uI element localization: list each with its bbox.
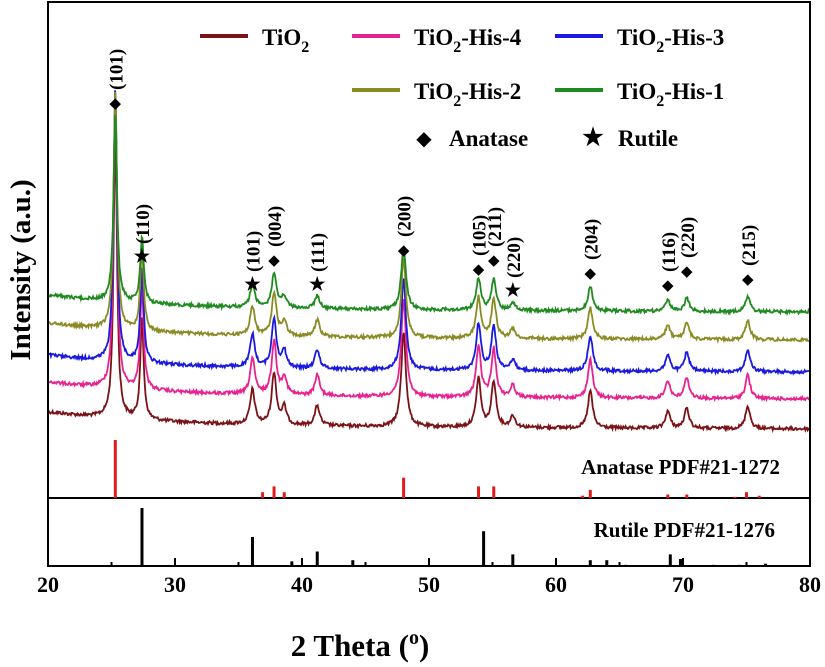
peak-hkl-label-4: (111) xyxy=(308,233,329,272)
anatase-ref-label: Anatase PDF#21-1272 xyxy=(581,455,780,479)
phase-legend-symbol-0: ◆ xyxy=(416,128,432,150)
peak-hkl-label-9: (204) xyxy=(581,219,602,260)
peak-hkl-label-6: (105) xyxy=(470,215,491,256)
peak-hkl-label-11: (220) xyxy=(678,217,699,258)
x-tick-label-0: 20 xyxy=(37,572,59,597)
y-axis-label: Intensity (a.u.) xyxy=(5,179,37,360)
peak-hkl-label-2: (101) xyxy=(243,231,264,272)
peak-symbol-1: ★ xyxy=(134,246,151,266)
peak-symbol-6: ◆ xyxy=(473,262,485,278)
peak-symbol-11: ◆ xyxy=(681,264,693,280)
reference-patterns-group: Anatase PDF#21-1272 Rutile PDF#21-1276 xyxy=(48,440,810,566)
series-line-4 xyxy=(47,115,811,317)
legend-label-4: TiO2-His-1 xyxy=(617,79,724,110)
peak-symbol-12: ◆ xyxy=(742,272,754,288)
series-line-0 xyxy=(47,134,810,434)
series-line-2 xyxy=(47,90,810,376)
peak-hkl-label-5: (200) xyxy=(395,196,416,237)
peak-symbol-7: ◆ xyxy=(488,253,500,269)
peak-symbol-9: ◆ xyxy=(585,266,597,282)
peak-hkl-label-7: (211) xyxy=(485,207,506,247)
series-line-3 xyxy=(47,91,810,344)
phase-legend-label-1: Rutile xyxy=(618,126,678,151)
peak-symbol-4: ★ xyxy=(309,274,326,294)
peak-symbol-5: ◆ xyxy=(398,243,410,259)
axes-group: 20 30 40 50 60 70 80 2 Theta (o) Intensity (a.u.… xyxy=(5,1,821,663)
xrd-series-group xyxy=(47,90,811,434)
legend-label-1: TiO2-His-4 xyxy=(414,25,522,56)
x-axis-label: 2 Theta (o) xyxy=(291,627,430,663)
rutile-ref-label: Rutile PDF#21-1276 xyxy=(594,518,775,542)
x-tick-label-5: 70 xyxy=(672,572,694,597)
peak-hkl-label-12: (215) xyxy=(739,225,760,266)
peak-hkl-label-8: (220) xyxy=(504,237,525,278)
x-tick-label-1: 30 xyxy=(164,572,186,597)
series-line-1 xyxy=(47,91,810,403)
peak-symbol-0: ◆ xyxy=(110,96,122,112)
x-tick-label-2: 40 xyxy=(291,572,313,597)
legend-label-3: TiO2-His-2 xyxy=(414,79,521,110)
x-tick-label-4: 60 xyxy=(545,572,567,597)
peak-labels-group: ◆(101)★(110)★(101) ◆(004)★(111) ◆(200)◆(10… xyxy=(106,49,759,300)
phase-legend-label-0: Anatase xyxy=(449,126,528,151)
phase-legend-symbol-1: ★ xyxy=(582,125,604,151)
legend-label-2: TiO2-His-3 xyxy=(617,25,724,56)
peak-symbol-2: ★ xyxy=(244,274,261,294)
peak-symbol-8: ★ xyxy=(505,280,522,300)
peak-hkl-label-3: (004) xyxy=(265,206,286,247)
peak-hkl-label-10: (116) xyxy=(659,232,680,272)
legend-group: TiO2 TiO2-His-4 TiO2-His-3 TiO2-His-2 TiO2-H… xyxy=(200,25,724,151)
peak-hkl-label-0: (101) xyxy=(106,49,127,90)
legend-label-0: TiO2 xyxy=(262,25,309,56)
peak-symbol-3: ◆ xyxy=(268,253,280,269)
x-tick-label-3: 50 xyxy=(418,572,440,597)
peak-symbol-10: ◆ xyxy=(662,278,674,294)
x-tick-label-6: 80 xyxy=(799,572,821,597)
peak-hkl-label-1: (110) xyxy=(133,204,154,244)
